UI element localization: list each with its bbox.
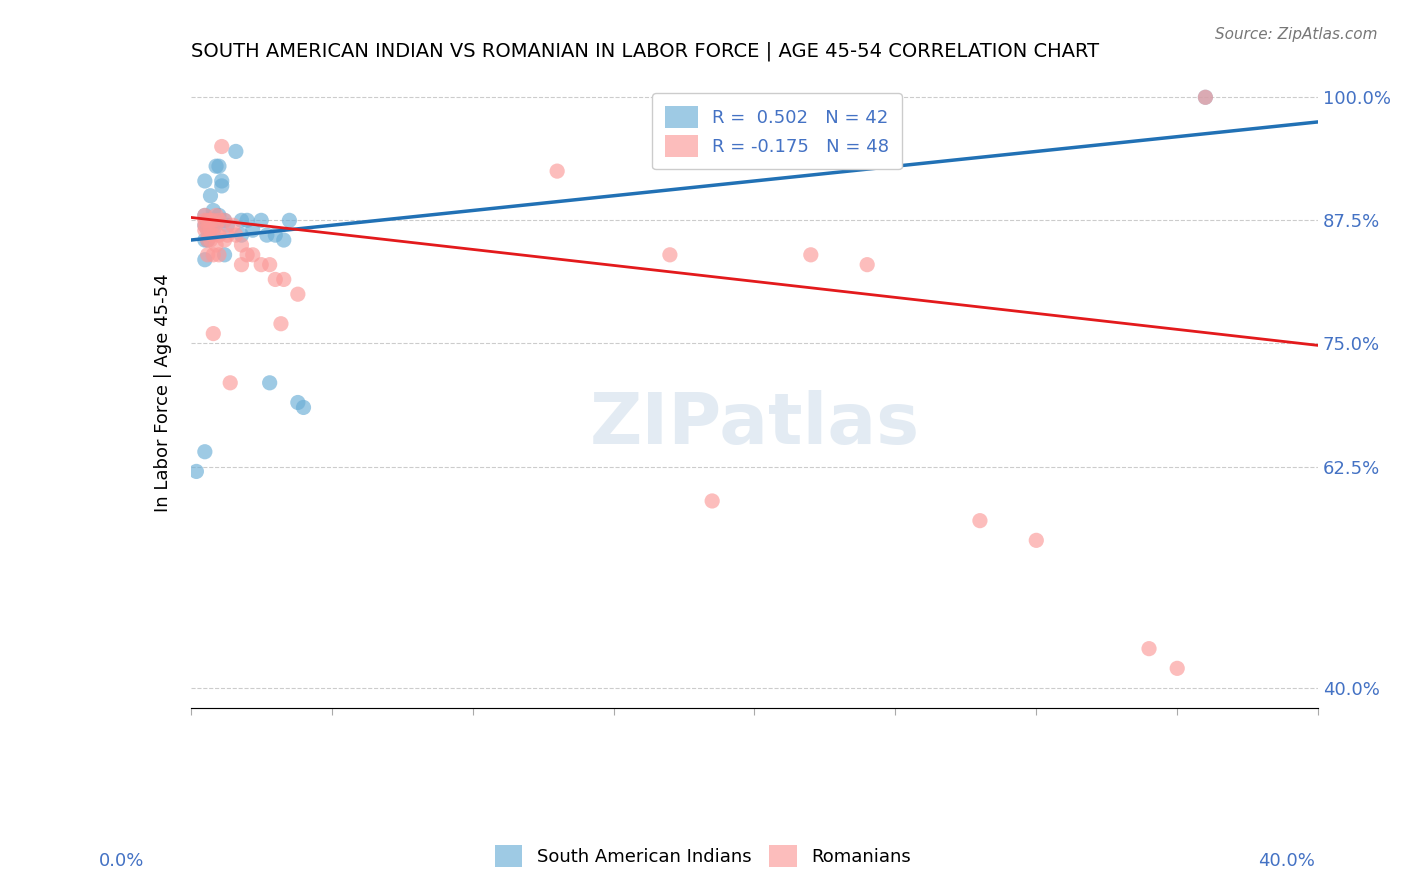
Point bbox=[202, 203, 225, 218]
Point bbox=[270, 317, 292, 331]
Point bbox=[214, 248, 236, 262]
Point bbox=[205, 238, 228, 252]
Point bbox=[200, 213, 222, 227]
Point bbox=[197, 213, 219, 227]
Point bbox=[200, 233, 222, 247]
Point bbox=[200, 188, 222, 202]
Point bbox=[1166, 661, 1188, 675]
Point bbox=[208, 159, 231, 173]
Point bbox=[186, 465, 208, 479]
Point bbox=[205, 219, 228, 233]
Point bbox=[242, 223, 264, 237]
Point bbox=[211, 139, 233, 153]
Point bbox=[231, 213, 253, 227]
Point bbox=[202, 248, 225, 262]
Point bbox=[217, 219, 239, 233]
Point bbox=[214, 213, 236, 227]
Point bbox=[969, 514, 991, 528]
Point bbox=[197, 223, 219, 237]
Point bbox=[1137, 641, 1160, 656]
Point bbox=[194, 209, 217, 223]
Point bbox=[217, 228, 239, 243]
Point bbox=[194, 219, 217, 233]
Point bbox=[197, 248, 219, 262]
Point bbox=[197, 223, 219, 237]
Y-axis label: In Labor Force | Age 45-54: In Labor Force | Age 45-54 bbox=[155, 273, 172, 512]
Point bbox=[194, 233, 217, 247]
Point bbox=[264, 272, 287, 286]
Point bbox=[231, 238, 253, 252]
Point bbox=[205, 213, 228, 227]
Point bbox=[273, 233, 295, 247]
Point bbox=[287, 395, 309, 409]
Point bbox=[202, 326, 225, 341]
Point bbox=[205, 159, 228, 173]
Point bbox=[219, 376, 242, 390]
Legend: R =  0.502   N = 42, R = -0.175   N = 48: R = 0.502 N = 42, R = -0.175 N = 48 bbox=[652, 93, 901, 169]
Text: 40.0%: 40.0% bbox=[1258, 852, 1315, 870]
Text: 0.0%: 0.0% bbox=[98, 852, 143, 870]
Point bbox=[264, 228, 287, 243]
Point bbox=[546, 164, 568, 178]
Point bbox=[292, 401, 315, 415]
Point bbox=[250, 213, 273, 227]
Point bbox=[231, 258, 253, 272]
Point bbox=[236, 248, 259, 262]
Point bbox=[197, 219, 219, 233]
Point bbox=[856, 258, 879, 272]
Point bbox=[202, 228, 225, 243]
Point bbox=[194, 444, 217, 458]
Point bbox=[202, 223, 225, 237]
Point bbox=[211, 178, 233, 193]
Point bbox=[202, 219, 225, 233]
Point bbox=[194, 219, 217, 233]
Point bbox=[259, 376, 281, 390]
Point bbox=[1025, 533, 1047, 548]
Point bbox=[205, 209, 228, 223]
Point bbox=[658, 248, 681, 262]
Point bbox=[225, 145, 247, 159]
Point bbox=[222, 219, 245, 233]
Point bbox=[200, 219, 222, 233]
Point bbox=[208, 228, 231, 243]
Point bbox=[214, 233, 236, 247]
Point bbox=[208, 209, 231, 223]
Point bbox=[208, 213, 231, 227]
Point bbox=[250, 258, 273, 272]
Point bbox=[194, 223, 217, 237]
Point bbox=[225, 228, 247, 243]
Point bbox=[202, 213, 225, 227]
Point bbox=[197, 233, 219, 247]
Point bbox=[259, 258, 281, 272]
Point bbox=[194, 209, 217, 223]
Point bbox=[236, 213, 259, 227]
Point bbox=[1194, 90, 1216, 104]
Point bbox=[194, 174, 217, 188]
Point bbox=[194, 252, 217, 267]
Point bbox=[231, 228, 253, 243]
Point bbox=[197, 213, 219, 227]
Point bbox=[208, 248, 231, 262]
Legend: South American Indians, Romanians: South American Indians, Romanians bbox=[488, 838, 918, 874]
Text: ZIPatlas: ZIPatlas bbox=[589, 390, 920, 458]
Text: Source: ZipAtlas.com: Source: ZipAtlas.com bbox=[1215, 27, 1378, 42]
Point bbox=[242, 248, 264, 262]
Point bbox=[200, 223, 222, 237]
Point bbox=[800, 248, 823, 262]
Point bbox=[287, 287, 309, 301]
Point bbox=[256, 228, 278, 243]
Point bbox=[702, 494, 724, 508]
Point bbox=[278, 213, 301, 227]
Point bbox=[202, 213, 225, 227]
Text: SOUTH AMERICAN INDIAN VS ROMANIAN IN LABOR FORCE | AGE 45-54 CORRELATION CHART: SOUTH AMERICAN INDIAN VS ROMANIAN IN LAB… bbox=[191, 42, 1099, 62]
Point bbox=[200, 223, 222, 237]
Point bbox=[211, 174, 233, 188]
Point bbox=[1194, 90, 1216, 104]
Point bbox=[273, 272, 295, 286]
Point bbox=[200, 213, 222, 227]
Point bbox=[197, 233, 219, 247]
Point bbox=[194, 213, 217, 227]
Point bbox=[214, 213, 236, 227]
